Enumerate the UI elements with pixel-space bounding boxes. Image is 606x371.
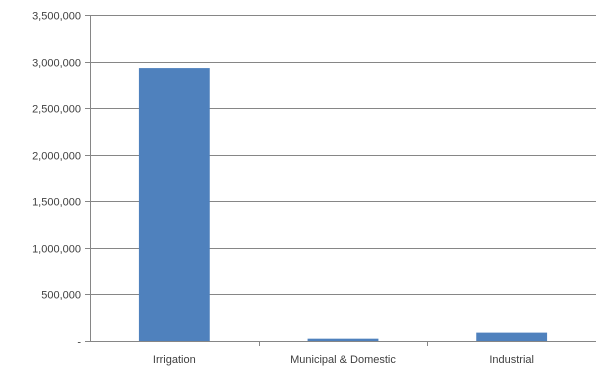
x-axis-category-labels: Irrigation Municipal & Domestic Industrial — [153, 354, 534, 366]
y-tick-label: 1,500,000 — [32, 197, 81, 209]
bar-municipal-domestic — [307, 338, 379, 341]
x-category-label: Irrigation — [153, 354, 196, 366]
y-tick-label: 3,500,000 — [32, 11, 81, 23]
axes — [90, 15, 596, 346]
bar-industrial — [476, 332, 548, 341]
x-category-label: Municipal & Domestic — [290, 354, 396, 366]
y-tick-label: 500,000 — [41, 290, 81, 302]
x-category-label: Industrial — [489, 354, 534, 366]
y-tick-label: 3,000,000 — [32, 58, 81, 70]
bars — [138, 68, 548, 341]
bar-irrigation — [138, 68, 210, 341]
y-tick-label: 2,000,000 — [32, 151, 81, 163]
y-axis-tick-labels: - 500,000 1,000,000 1,500,000 2,000,000 2,500… — [32, 11, 81, 349]
y-tick-label: - — [77, 337, 81, 349]
y-tick-label: 1,000,000 — [32, 244, 81, 256]
y-tick-label: 2,500,000 — [32, 104, 81, 116]
